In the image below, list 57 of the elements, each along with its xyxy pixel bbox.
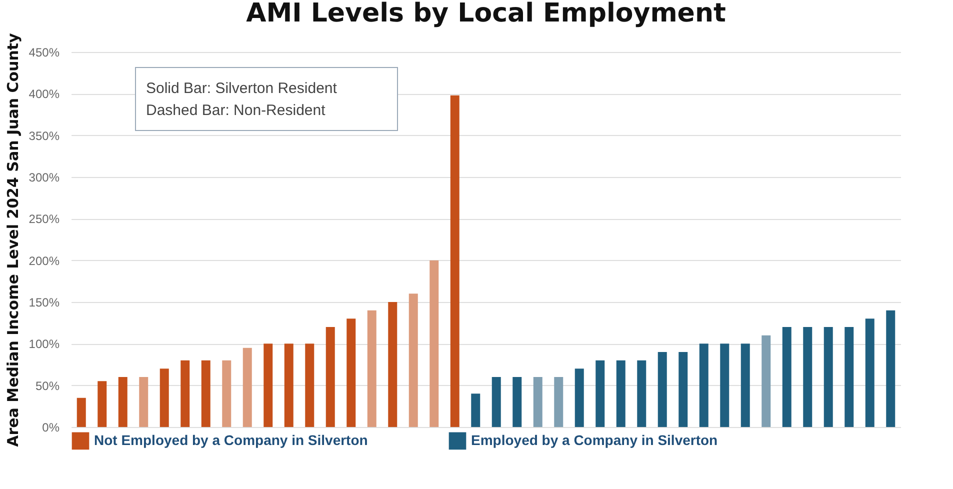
bar xyxy=(720,344,730,427)
bar xyxy=(430,260,439,427)
bar xyxy=(326,327,335,427)
bar xyxy=(222,360,232,427)
bar xyxy=(76,398,86,427)
y-tick-label: 250% xyxy=(28,212,60,226)
bar xyxy=(886,310,896,427)
y-tick-label: 50% xyxy=(35,378,60,393)
bar xyxy=(844,327,854,427)
annotation: Dashed Bar: Non-Resident xyxy=(146,101,326,121)
bar xyxy=(492,377,501,427)
bar xyxy=(762,335,771,427)
bar xyxy=(574,368,584,427)
bar xyxy=(160,368,169,427)
bar xyxy=(264,344,273,427)
bar xyxy=(367,310,376,427)
y-tick-label: 400% xyxy=(28,87,60,102)
y-tick-label: 300% xyxy=(28,170,60,184)
legend-label: Not Employed by a Company in Silverton xyxy=(94,432,368,448)
bar xyxy=(346,318,356,427)
bar xyxy=(782,327,792,427)
bar xyxy=(658,352,667,427)
bar xyxy=(865,318,874,427)
bar xyxy=(388,302,398,427)
y-tick-label: 350% xyxy=(28,128,60,143)
bar xyxy=(471,394,480,427)
bar xyxy=(201,360,210,427)
y-tick-label: 100% xyxy=(28,337,60,352)
bar xyxy=(305,344,314,427)
note-box: Solid Bar: Silverton Resident Dashed Bar: Non-Resident xyxy=(135,67,398,131)
y-axis-title: Area Median Income Level 2024 San Juan County xyxy=(4,32,22,447)
chart-title: AMI Levels by Local Employment xyxy=(246,0,726,29)
annotation: Solid Bar: Silverton Resident xyxy=(146,79,337,99)
bar xyxy=(98,381,107,427)
bar xyxy=(450,95,460,427)
y-tick-label: 450% xyxy=(28,46,60,60)
bar xyxy=(699,344,708,427)
bar xyxy=(803,327,812,427)
bar xyxy=(118,377,128,427)
bar xyxy=(180,360,190,427)
bar xyxy=(554,377,564,427)
y-tick-label: 200% xyxy=(28,254,60,268)
bar xyxy=(740,344,750,427)
bar xyxy=(139,377,148,427)
bar xyxy=(512,377,522,427)
bar xyxy=(533,377,542,427)
bar xyxy=(637,360,646,427)
bar xyxy=(408,294,418,427)
y-tick-label: 150% xyxy=(28,296,60,310)
legend-label: Employed by a Company in Silverton xyxy=(471,432,718,448)
bar xyxy=(616,360,626,427)
bar xyxy=(678,352,688,427)
y-tick-label: 0% xyxy=(42,420,60,434)
bar xyxy=(284,344,294,427)
bar xyxy=(824,327,833,427)
bar xyxy=(596,360,605,427)
bar xyxy=(242,348,252,427)
